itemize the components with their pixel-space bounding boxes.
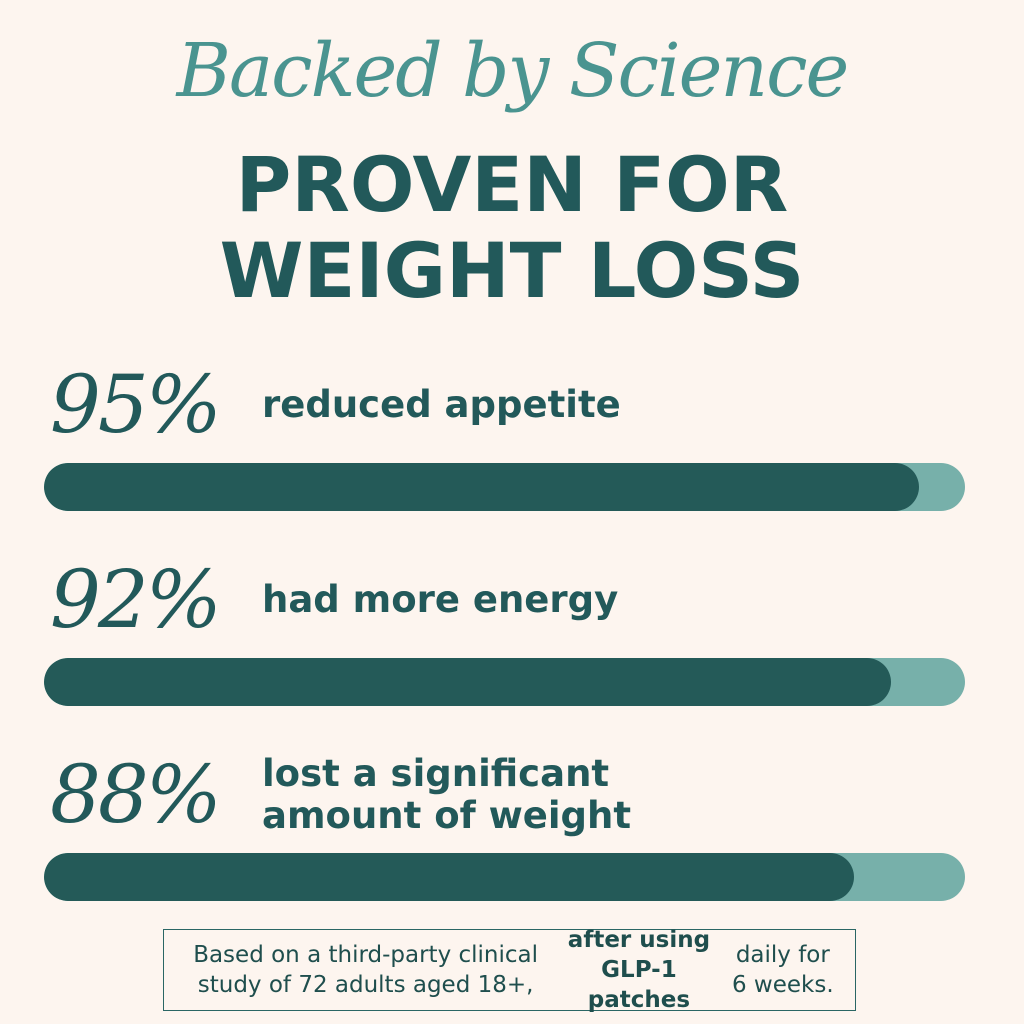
bar xyxy=(44,463,919,511)
note-bold: after using GLP-1 patches xyxy=(567,927,711,1013)
stat-value: 92% xyxy=(50,553,222,646)
footnote: Based on a third-party clinical study of… xyxy=(163,927,856,1013)
bar-track xyxy=(44,463,965,511)
stat-row: 88% lost a significant amount of weight xyxy=(44,740,965,901)
subtitle: PROVEN FOR WEIGHT LOSS xyxy=(219,140,805,315)
stat-label: had more energy xyxy=(262,578,619,621)
stat-label: lost a significant amount of weight xyxy=(262,752,632,837)
note-text: daily for 6 weeks. xyxy=(731,942,834,998)
stat-value: 88% xyxy=(50,748,222,841)
bar xyxy=(44,853,855,901)
stat-value: 95% xyxy=(50,358,222,451)
title: Backed by Science xyxy=(176,28,850,114)
stat-row: 95% reduced appetite xyxy=(44,350,965,511)
bar xyxy=(44,658,892,706)
bar-track xyxy=(44,658,965,706)
stat-label: reduced appetite xyxy=(262,383,621,426)
note-text: Based on a third-party clinical study of… xyxy=(193,942,539,998)
bar-track xyxy=(44,853,965,901)
stat-row: 92% had more energy xyxy=(44,545,965,706)
